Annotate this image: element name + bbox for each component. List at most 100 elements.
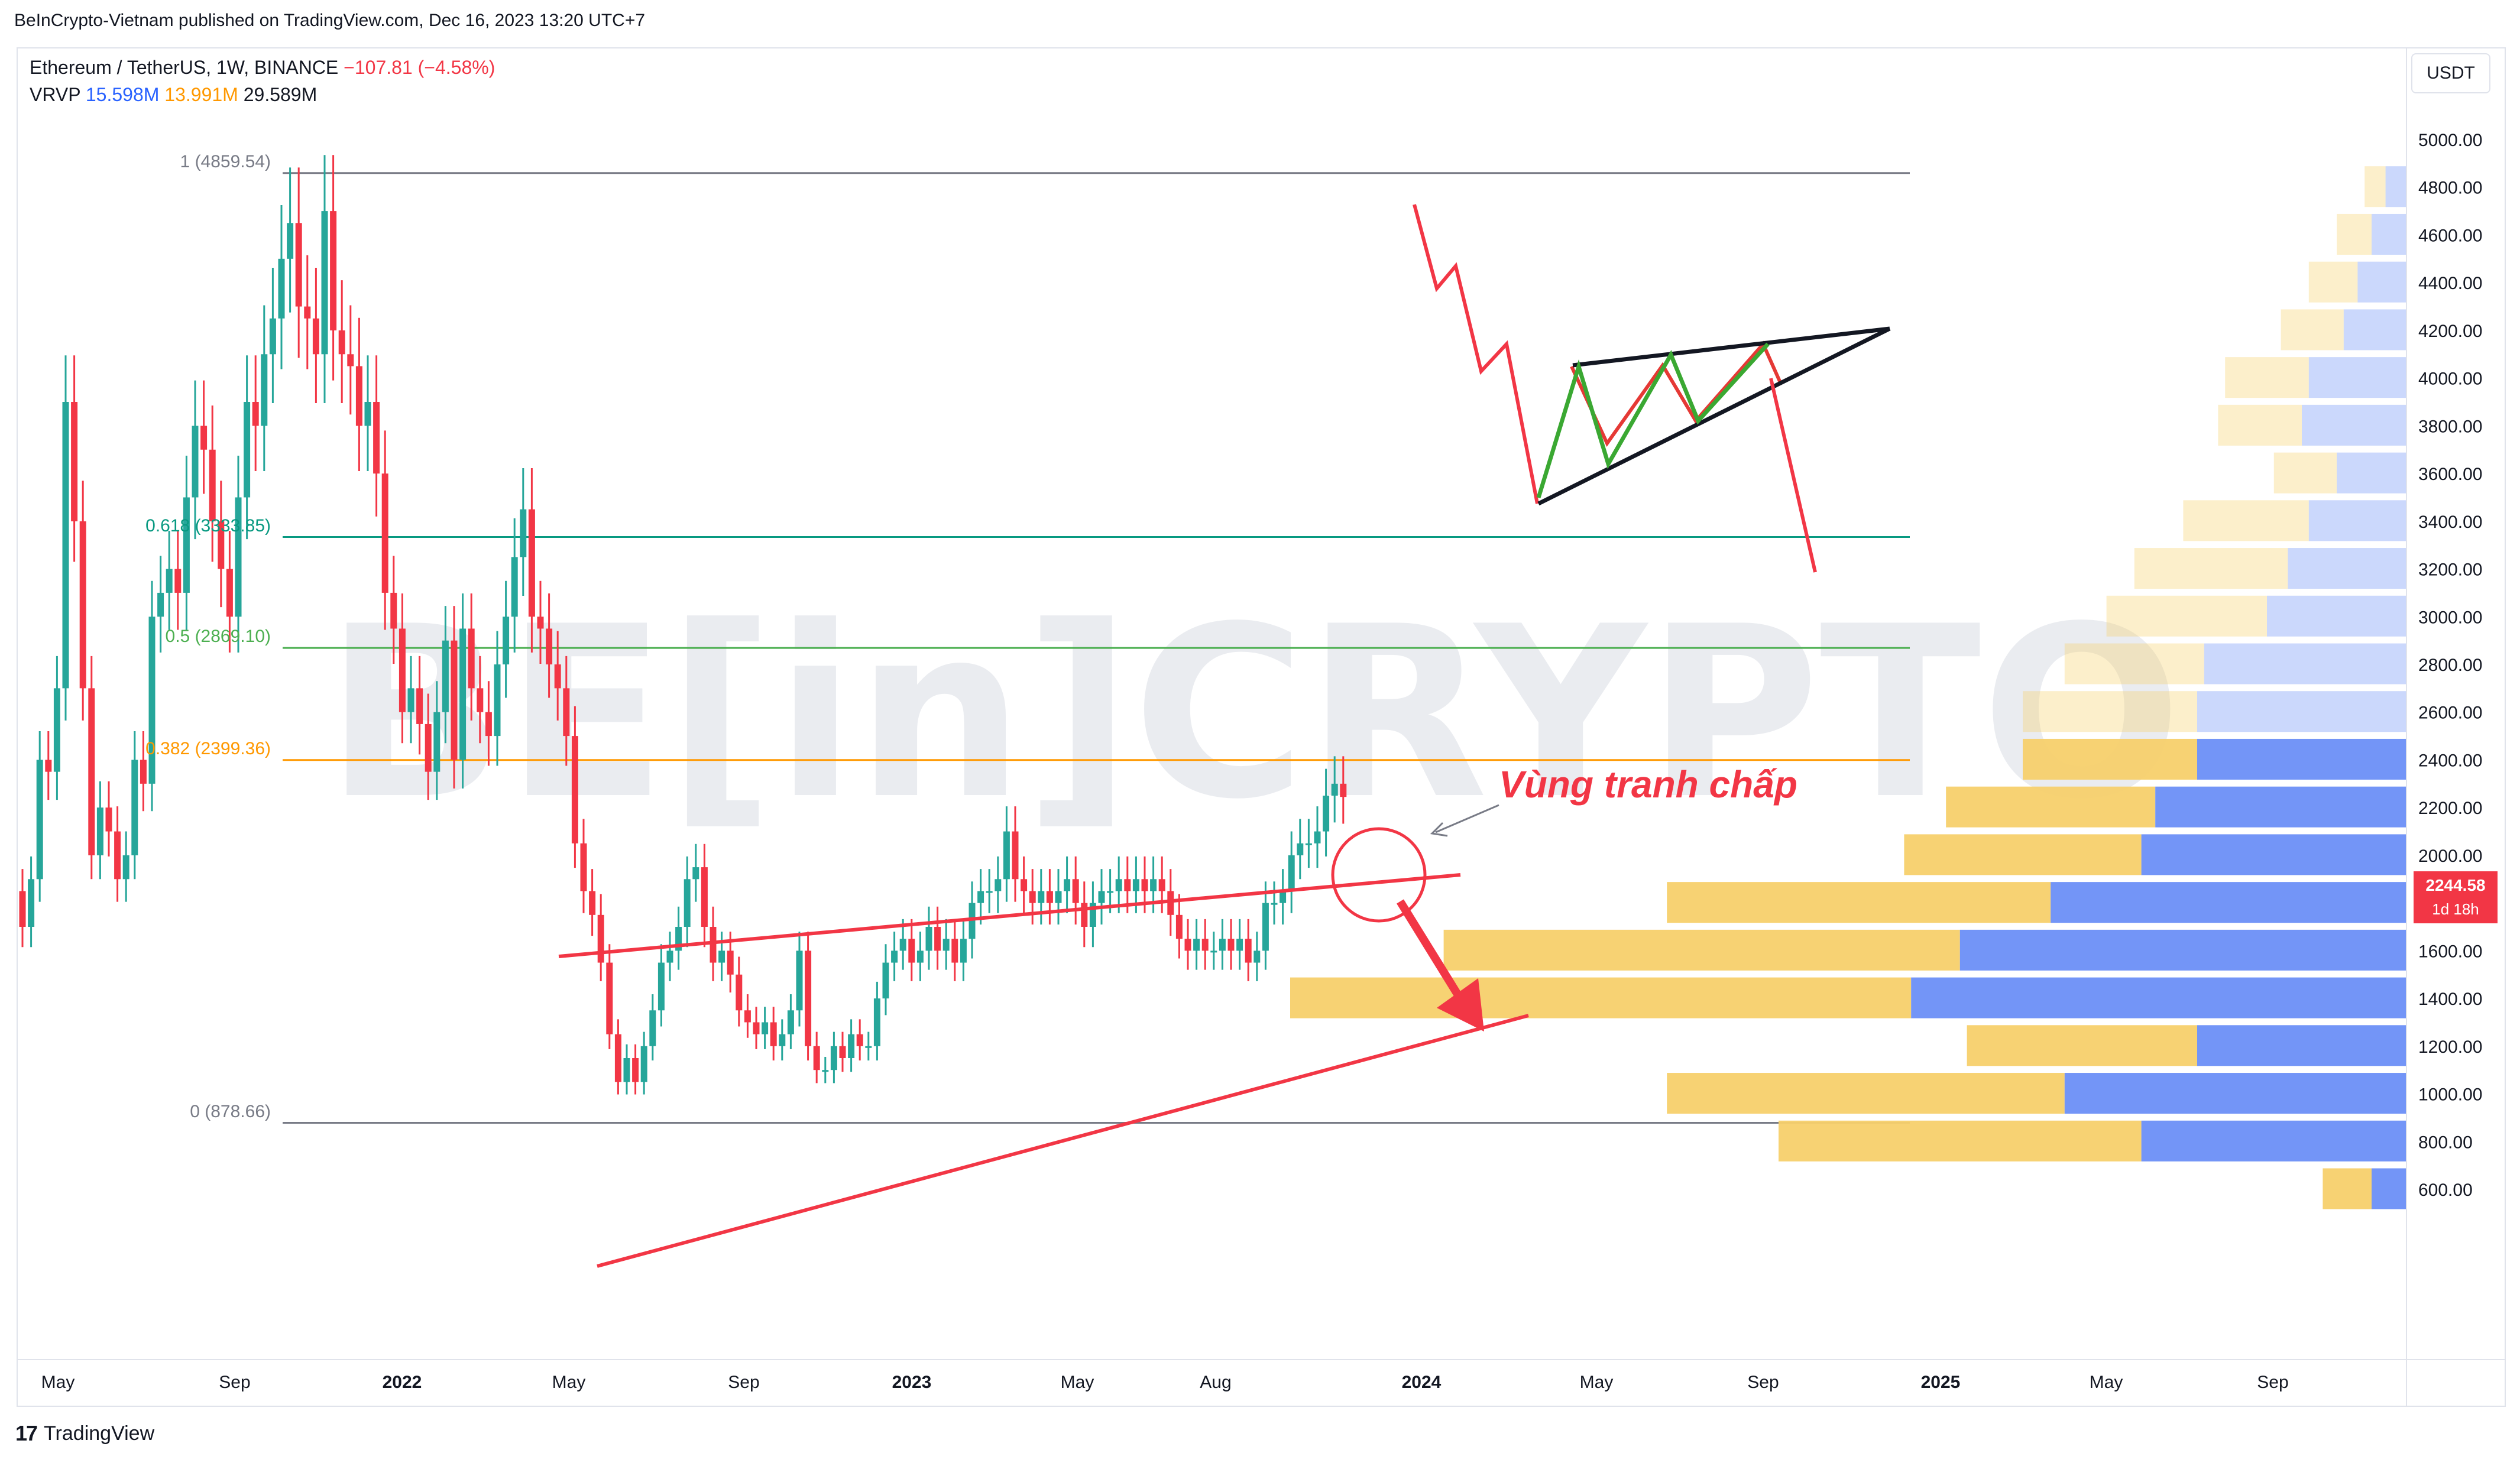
candle-body <box>1340 783 1347 797</box>
time-tick-label: Sep <box>1747 1373 1779 1392</box>
volume-bar-up <box>2308 357 2406 398</box>
price-tick-label: 1200.00 <box>2418 1037 2482 1057</box>
time-tick-label: Sep <box>219 1373 250 1392</box>
down-arrow-shaft <box>1397 899 1464 1001</box>
volume-bar-down <box>1779 1120 2142 1162</box>
candle-body <box>1236 939 1243 951</box>
candle-body <box>235 497 242 617</box>
drawings[interactable] <box>558 204 1891 1268</box>
candle-body <box>304 306 311 319</box>
price-tick-label: 600.00 <box>2418 1180 2473 1200</box>
price-axis[interactable]: 5000.00 4800.00 4600.00 4400.00 4200.00 4000.… <box>2406 48 2482 1407</box>
price-tick-label: 1400.00 <box>2418 990 2482 1009</box>
vrvp-legend[interactable]: VRVP 15.598M 13.991M 29.589M <box>30 84 317 106</box>
candle-body <box>36 760 43 880</box>
candle-body <box>287 223 294 259</box>
fib-retracement[interactable] <box>283 172 1910 1124</box>
vrvp-total-volume: 29.589M <box>243 84 318 105</box>
price-tick-label: 3600.00 <box>2418 465 2482 484</box>
vrvp-up-volume: 15.598M <box>85 84 160 105</box>
candlesticks <box>19 155 1347 1095</box>
candle-body <box>53 688 60 772</box>
candle-body <box>1245 939 1252 963</box>
candle-body <box>882 962 889 999</box>
candle-body <box>477 688 484 712</box>
schematic-wedge-lower <box>1537 326 1891 506</box>
volume-bar-down <box>1904 834 2142 875</box>
volume-bar-up <box>2141 834 2406 875</box>
schematic-zigzag <box>1536 342 1770 499</box>
candle-body <box>355 366 362 426</box>
price-tick-label: 2800.00 <box>2418 656 2482 675</box>
candle-body <box>1201 939 1209 951</box>
candle-body <box>796 951 803 1011</box>
volume-bar-up <box>2267 595 2406 637</box>
time-tick-label: 2022 <box>383 1373 422 1392</box>
currency-button[interactable]: USDT <box>2411 53 2490 93</box>
time-tick-label: Sep <box>728 1373 759 1392</box>
candle-body <box>744 1010 751 1023</box>
candle-body <box>269 318 276 355</box>
candle-body <box>1141 879 1148 891</box>
symbol-legend[interactable]: Ethereum / TetherUS, 1W, BINANCE −107.81… <box>30 57 495 79</box>
candle-body <box>848 1034 855 1058</box>
candle-body <box>546 628 553 664</box>
candle-body <box>580 843 587 891</box>
price-tick-label: 3000.00 <box>2418 608 2482 627</box>
candle-body <box>1158 879 1165 891</box>
candle-body <box>338 330 345 355</box>
contested-zone-annotation[interactable]: Vùng tranh chấp <box>1499 763 1797 806</box>
candle-body <box>934 927 941 951</box>
candle-body <box>856 1034 863 1046</box>
beincrypto-watermark: BE[in]CRYPTO <box>325 576 2182 851</box>
candle-body <box>330 211 337 330</box>
volume-bar-up <box>2302 404 2406 446</box>
candle-body <box>433 712 440 772</box>
candle-body <box>865 1046 872 1048</box>
candle-body <box>494 664 501 737</box>
volume-bar-up <box>2343 309 2406 351</box>
volume-bar-down <box>1967 1025 2197 1066</box>
price-tick-label: 2400.00 <box>2418 751 2482 770</box>
price-tick-label: 5000.00 <box>2418 131 2482 150</box>
candle-body <box>1184 939 1191 951</box>
candle-body <box>666 951 673 963</box>
candle-body <box>1280 891 1287 903</box>
candle-body <box>1115 879 1122 891</box>
volume-bar-down <box>2064 643 2204 685</box>
volume-bar-down <box>2134 548 2288 589</box>
candle-body <box>537 617 544 629</box>
candle-body <box>528 509 535 617</box>
volume-bar-down <box>2218 404 2302 446</box>
candle-body <box>839 1046 846 1058</box>
candle-body <box>399 628 406 712</box>
candle-body <box>960 939 967 963</box>
candle-body <box>1193 939 1200 951</box>
price-tick-label: 4200.00 <box>2418 322 2482 341</box>
candle-body <box>951 939 958 963</box>
schematic-decline-line <box>1413 204 1539 504</box>
time-axis[interactable]: May Sep 2022 May Sep 2023 May Aug 2024 May Sep 2025… <box>17 1359 2506 1392</box>
candle-body <box>1089 903 1096 927</box>
candle-body <box>977 891 984 903</box>
candle-body <box>1029 891 1036 903</box>
candle-body <box>649 1010 656 1046</box>
candle-body <box>1124 879 1131 891</box>
tradingview-logo-icon: 17 <box>15 1421 38 1445</box>
candle-body <box>226 569 233 617</box>
candle-body <box>1331 783 1338 796</box>
candle-body <box>1150 879 1157 891</box>
volume-bar-down <box>2023 691 2197 732</box>
candle-body <box>131 760 138 855</box>
candle-body <box>19 891 26 927</box>
last-price-tag: 2244.58 1d 18h <box>2414 871 2498 923</box>
candle-body <box>1297 843 1304 855</box>
candle-body <box>390 592 397 629</box>
candle-body <box>192 426 199 498</box>
volume-bar-down <box>2106 595 2267 637</box>
fib-level-label: 0.5 (2869.10) <box>165 627 271 647</box>
candle-body <box>1253 951 1261 963</box>
candle-body <box>770 1022 777 1046</box>
price-tick-label: 4800.00 <box>2418 179 2482 198</box>
